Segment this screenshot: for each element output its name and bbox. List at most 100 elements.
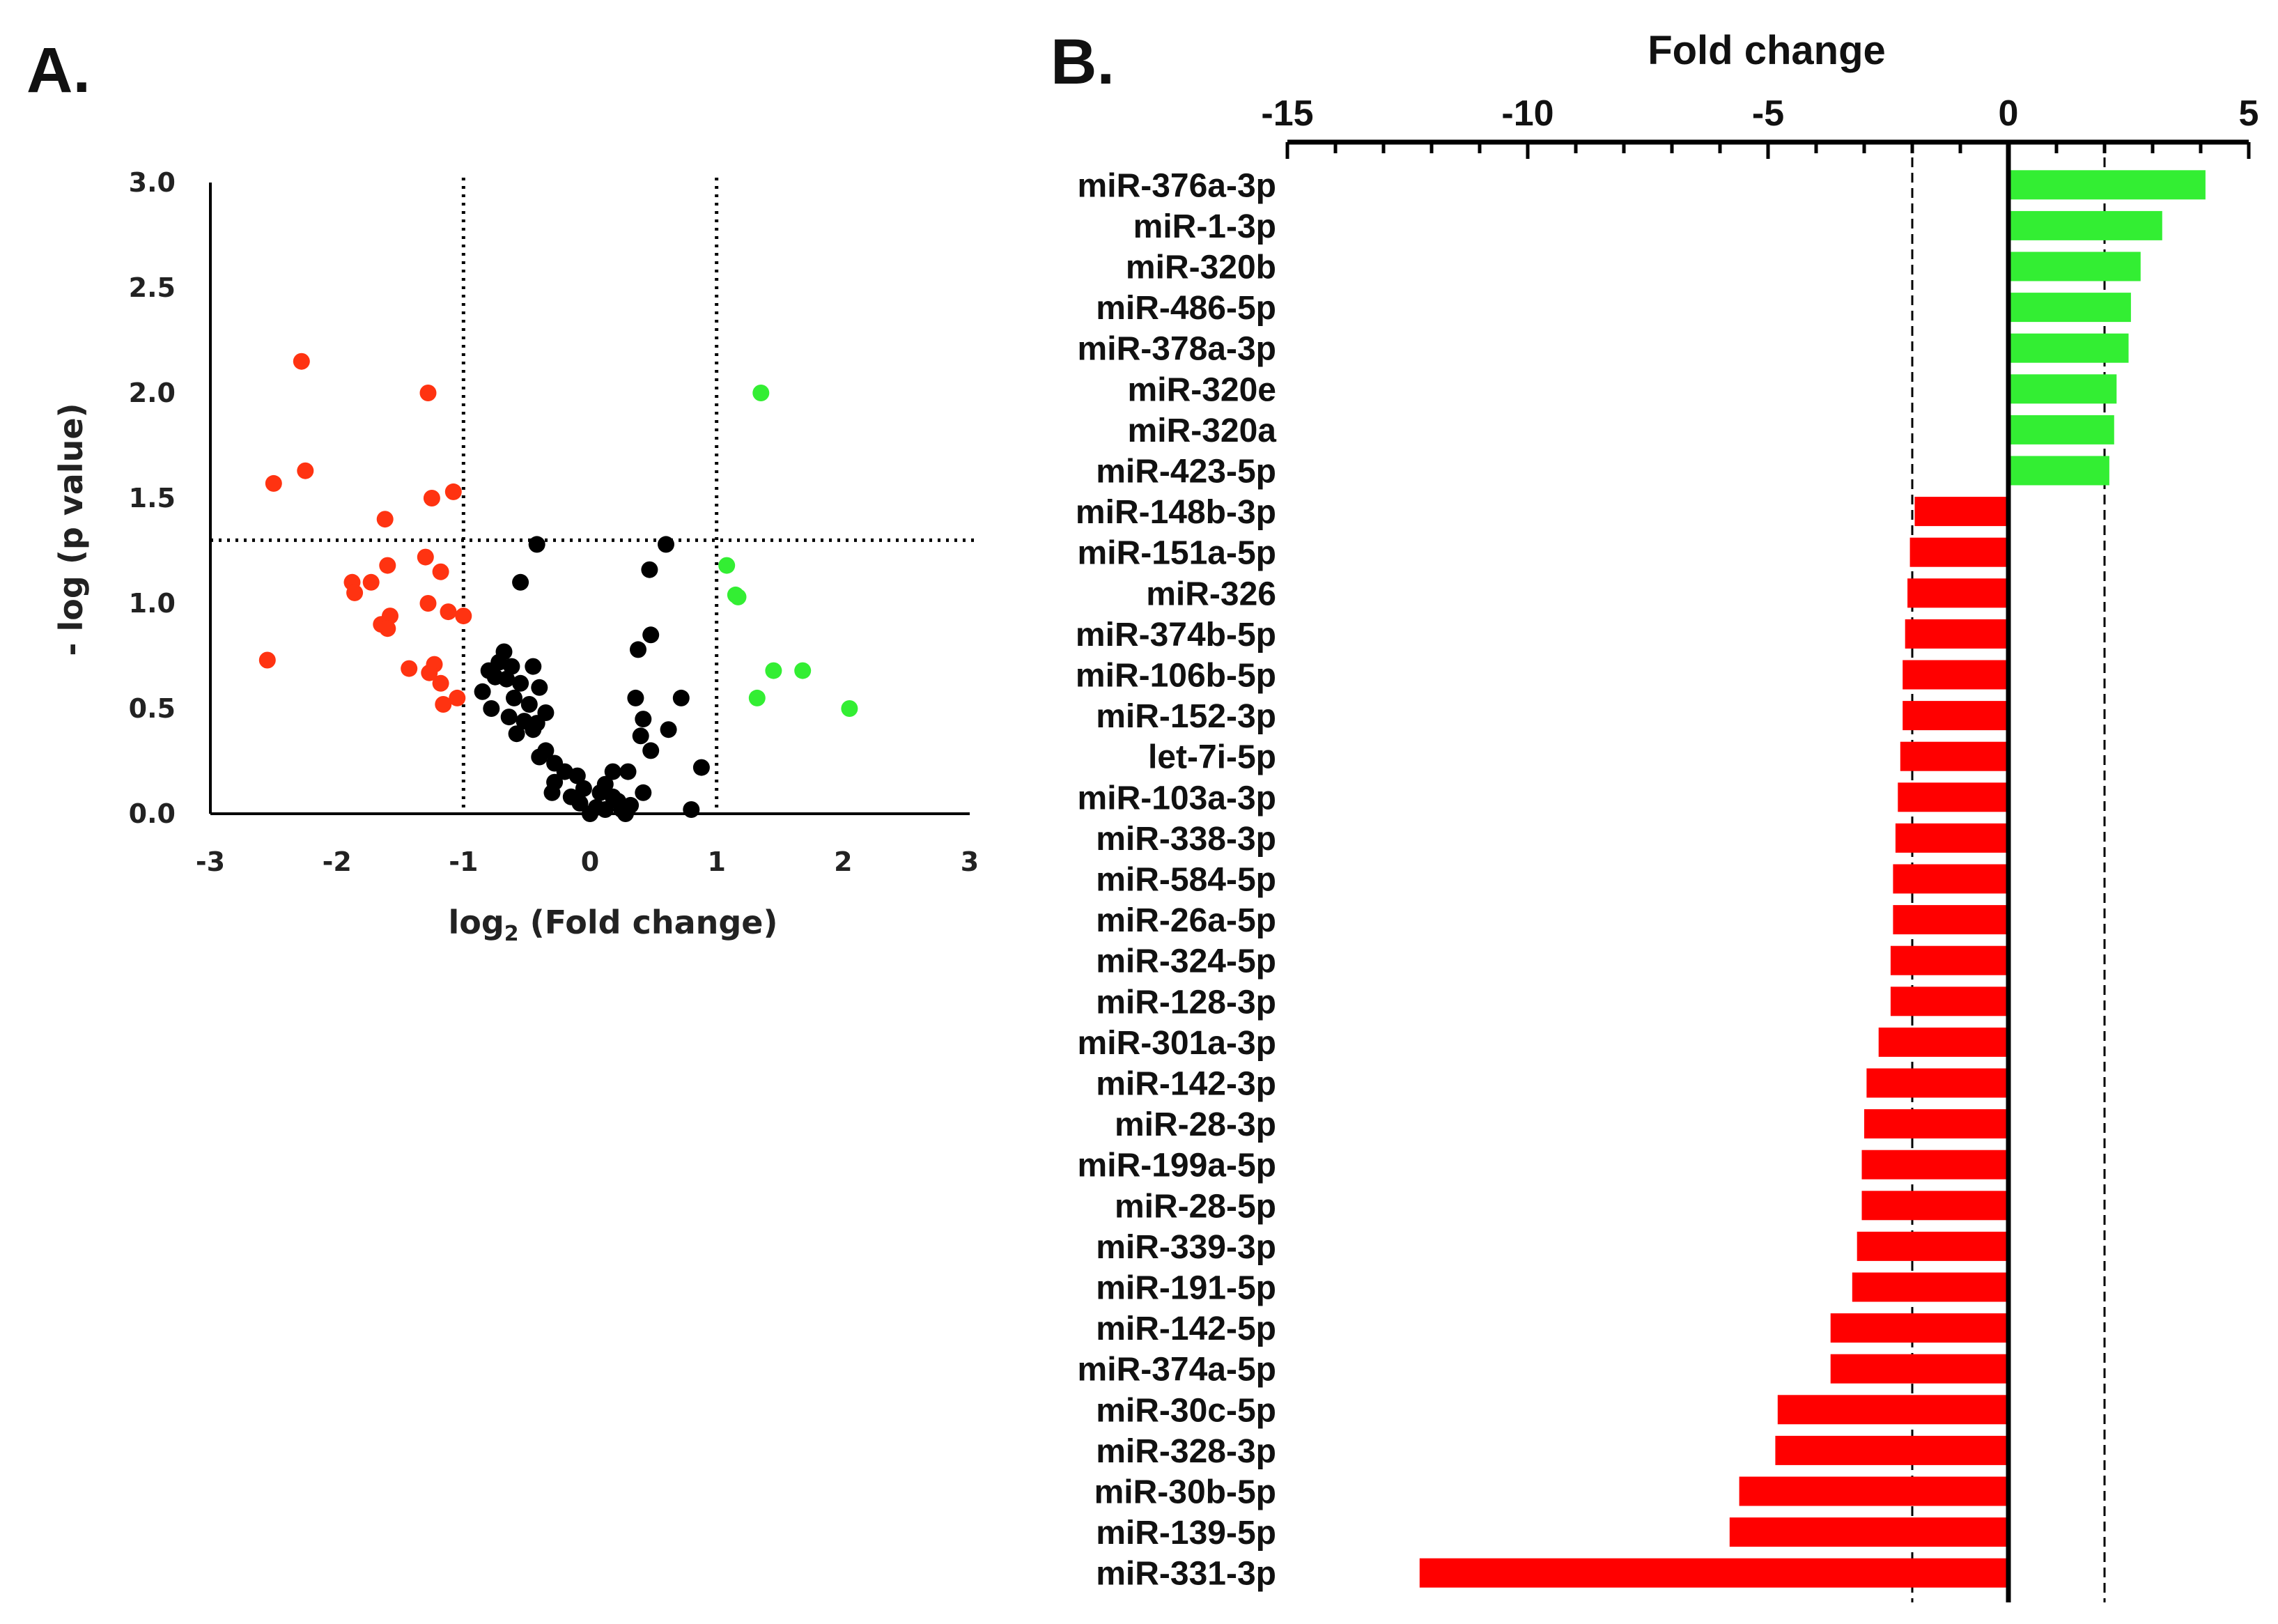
bar-let-7i-5p: [1900, 741, 2009, 771]
bar-x-tick-4: 5: [2239, 93, 2259, 134]
volcano-x-tick-6: 3: [961, 846, 979, 877]
volcano-x-tick-3: 0: [581, 846, 599, 877]
volcano-x-tick-labels: -3 -2 -1 0 1 2 3: [196, 846, 979, 877]
bar-miR-374b-5p: [1905, 619, 2008, 649]
volcano-point-down-9: [432, 563, 449, 580]
volcano-point-down-15: [455, 608, 472, 625]
bar-x-tick-labels: -15 -10 -5 0 5: [1261, 93, 2258, 134]
volcano-y-tick-0: 0.0: [129, 798, 176, 829]
bar-x-tick-1: -10: [1501, 93, 1553, 134]
bar-category-label-27: miR-191-5p: [1096, 1270, 1276, 1307]
volcano-y-tick-4: 2.0: [129, 378, 176, 408]
volcano-point-neutral-4: [642, 626, 660, 644]
volcano-point-neutral-37: [619, 763, 637, 780]
volcano-point-down-11: [362, 573, 380, 591]
bar-category-label-18: miR-26a-5p: [1096, 902, 1276, 939]
bar-category-label-24: miR-199a-5p: [1078, 1147, 1276, 1184]
bar-category-label-2: miR-320b: [1126, 249, 1276, 286]
volcano-point-neutral-1: [658, 536, 674, 553]
volcano-point-neutral-5: [630, 641, 646, 658]
bar-category-label-16: miR-338-3p: [1096, 821, 1276, 858]
volcano-point-neutral-53: [683, 801, 700, 818]
bar-miR-328-3p: [1775, 1435, 2008, 1465]
volcano-point-down-14: [440, 603, 457, 621]
volcano-x-axis-title: log2 (Fold change): [448, 904, 777, 946]
bar-category-label-22: miR-142-3p: [1096, 1066, 1276, 1103]
panel-b-label: B.: [1051, 26, 1115, 98]
volcano-point-neutral-16: [506, 689, 522, 706]
bar-miR-320b: [2008, 252, 2141, 281]
volcano-point-neutral-48: [571, 794, 589, 812]
volcano-point-neutral-51: [596, 801, 614, 818]
volcano-point-neutral-8: [503, 658, 520, 675]
volcano-y-tick-1: 0.5: [129, 693, 176, 724]
bar-category-label-26: miR-339-3p: [1096, 1229, 1276, 1266]
bar-category-label-9: miR-151a-5p: [1078, 535, 1276, 572]
bar-category-label-15: miR-103a-3p: [1078, 780, 1276, 817]
volcano-point-up-5: [794, 662, 812, 679]
volcano-point-neutral-27: [508, 725, 525, 743]
bar-category-label-6: miR-320a: [1128, 412, 1277, 449]
volcano-point-down-13: [419, 595, 437, 612]
bar-category-label-32: miR-30b-5p: [1094, 1474, 1276, 1511]
volcano-point-down-22: [421, 664, 438, 681]
bar-category-label-20: miR-128-3p: [1096, 984, 1276, 1021]
volcano-x-axis-title-subscript: 2: [504, 922, 519, 946]
bar-miR-339-3p: [1857, 1231, 2008, 1261]
volcano-point-neutral-41: [575, 780, 592, 797]
volcano-point-neutral-18: [627, 689, 644, 706]
volcano-point-neutral-17: [672, 689, 690, 706]
volcano-point-neutral-19: [483, 700, 500, 717]
volcano-x-axis-title-rest: (Fold change): [519, 904, 778, 941]
bar-category-label-25: miR-28-5p: [1115, 1188, 1276, 1225]
volcano-point-neutral-43: [591, 784, 609, 801]
volcano-points: [258, 353, 858, 822]
volcano-y-tick-6: 3.0: [129, 167, 176, 198]
volcano-point-down-20: [401, 660, 418, 677]
bar-miR-326: [1907, 578, 2008, 608]
bar-miR-106b-5p: [1903, 660, 2008, 690]
bar-category-label-29: miR-374a-5p: [1078, 1352, 1276, 1389]
bar-miR-191-5p: [1852, 1272, 2009, 1302]
bar-x-tick-0: -15: [1261, 93, 1313, 134]
bar-miR-30c-5p: [1777, 1395, 2008, 1425]
bar-x-axis-title: Fold change: [1648, 28, 1886, 73]
volcano-point-neutral-14: [531, 679, 548, 696]
bar-miR-320a: [2008, 415, 2114, 444]
bar-miR-152-3p: [1903, 701, 2008, 731]
volcano-point-neutral-30: [642, 742, 660, 759]
volcano-threshold-lines: [210, 178, 974, 814]
volcano-x-tick-0: -3: [196, 846, 225, 877]
volcano-x-tick-1: -2: [323, 846, 352, 877]
volcano-y-tick-5: 2.5: [129, 272, 176, 303]
bar-category-label-8: miR-148b-3p: [1076, 494, 1276, 531]
bar-miR-28-3p: [1864, 1109, 2008, 1139]
bar-miR-1-3p: [2008, 210, 2162, 240]
volcano-point-neutral-29: [632, 727, 649, 745]
bar-miR-151a-5p: [1909, 537, 2008, 567]
volcano-point-down-3: [297, 462, 314, 479]
bar-miR-199a-5p: [1861, 1150, 2008, 1180]
volcano-point-up-4: [765, 662, 782, 679]
bar-miR-331-3p: [1419, 1558, 2009, 1588]
bar-miR-338-3p: [1895, 823, 2008, 853]
fold-change-bar-panel: B. Fold change miR-376a-3p miR-1-3p miR-32…: [1051, 26, 2258, 1602]
volcano-y-axis-title: - log (p value): [52, 403, 90, 656]
volcano-point-down-1: [419, 385, 437, 401]
bar-miR-142-5p: [1830, 1313, 2008, 1343]
volcano-point-down-23: [432, 674, 449, 692]
bar-category-label-21: miR-301a-3p: [1078, 1025, 1276, 1062]
volcano-point-neutral-2: [641, 561, 658, 578]
volcano-axes: [209, 183, 970, 815]
volcano-point-neutral-38: [568, 767, 586, 784]
bar-miR-30b-5p: [1739, 1476, 2008, 1506]
volcano-point-neutral-32: [531, 748, 548, 766]
volcano-point-neutral-10: [525, 658, 542, 675]
volcano-point-down-5: [423, 490, 440, 506]
bar-miR-142-3p: [1866, 1068, 2008, 1098]
bar-category-label-31: miR-328-3p: [1096, 1433, 1276, 1470]
volcano-point-neutral-22: [500, 709, 518, 726]
volcano-point-neutral-13: [512, 674, 529, 692]
volcano-point-down-24: [449, 689, 466, 706]
bar-miR-139-5p: [1729, 1517, 2008, 1547]
